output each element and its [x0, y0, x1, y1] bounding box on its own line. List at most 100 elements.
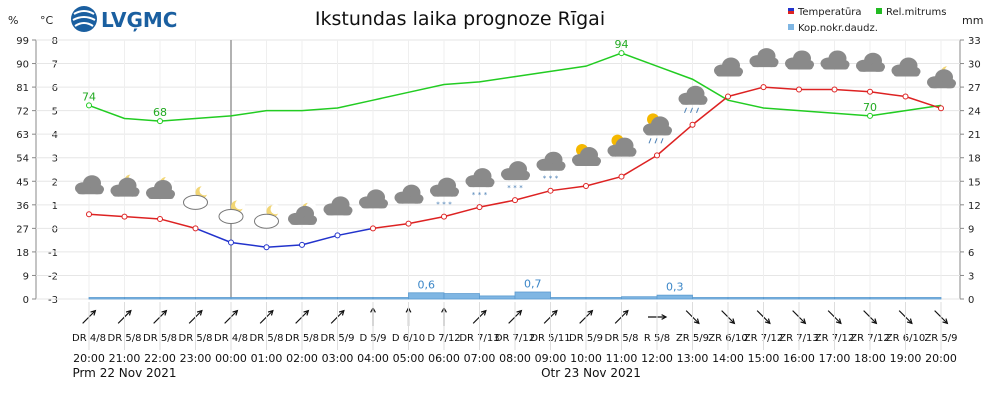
- pct-tick-label: 0: [23, 295, 29, 306]
- time-label: 21:00: [109, 352, 141, 365]
- arrow-head: [232, 309, 239, 316]
- temp-tick-label: -1: [48, 248, 58, 259]
- humidity-data-label: 70: [863, 101, 877, 114]
- temp-tick-label: 0: [52, 224, 58, 235]
- humidity-data-label: 94: [615, 38, 629, 51]
- snowflake: *: [513, 184, 517, 192]
- temp-tick-label: -3: [48, 295, 58, 306]
- temperature-point: [405, 220, 412, 227]
- humidity-data-label: 68: [153, 106, 167, 119]
- cloudy-icon: [820, 50, 850, 70]
- date-label: Otr 23 Nov 2021: [541, 366, 641, 380]
- arrow-head: [551, 309, 558, 316]
- pct-tick-label: 54: [16, 154, 29, 165]
- precip-bar: [159, 297, 196, 300]
- arrow-head: [661, 314, 668, 320]
- pct-tick-label: 18: [16, 248, 29, 259]
- time-label: 13:00: [677, 352, 709, 365]
- precip-data-label: 0,3: [666, 281, 684, 294]
- cloud-part: [680, 98, 707, 105]
- time-label: 19:00: [890, 352, 922, 365]
- cloud-part: [148, 192, 174, 199]
- temperature-point: [902, 93, 909, 100]
- temperature-point: [867, 88, 873, 95]
- pct-tick-label: 63: [16, 130, 29, 141]
- precip-bar: [88, 297, 125, 300]
- cloud-part: [751, 61, 778, 68]
- snowflake: *: [478, 191, 482, 199]
- temperature-segment: [834, 88, 871, 93]
- snow-icon: * * *: [501, 161, 530, 192]
- cloud-part: [325, 209, 352, 216]
- cloudy-icon: [891, 57, 921, 77]
- arrow-head: [622, 309, 629, 316]
- arrow-head: [480, 309, 487, 316]
- arrow-head: [161, 309, 168, 316]
- snow-icon: * * *: [536, 151, 566, 183]
- legend-label-precipitation: Kop.nokr.daudz.: [798, 23, 878, 34]
- pct-tick-label: 45: [16, 177, 29, 188]
- time-label: 14:00: [712, 352, 744, 365]
- time-label: 04:00: [357, 352, 389, 365]
- sun-cloud-icon: [607, 134, 637, 157]
- series-lines: 74 68 94 70: [82, 38, 944, 251]
- cloud-part: [503, 174, 529, 181]
- time-axis: DR 4/8 DR 5/8 DR 5/8 DR 5/8 DR 4/8 DR 5/8 DR 5…: [72, 302, 958, 380]
- time-label: 03:00: [322, 352, 354, 365]
- cloud-part: [609, 150, 636, 157]
- axis-unit-temp: °C: [40, 14, 54, 27]
- temperature-point: [157, 215, 163, 222]
- arrow-head: [303, 309, 310, 316]
- cloud-part: [396, 197, 423, 204]
- mm-tick-label: 6: [968, 248, 974, 259]
- arrow-head: [764, 318, 771, 325]
- raindrop: [648, 138, 652, 144]
- mm-tick-label: 12: [968, 201, 981, 212]
- precip-bar: [124, 297, 161, 300]
- cloud-moon-icon: [183, 185, 210, 210]
- raindrop: [660, 138, 664, 144]
- humidity-data-label: 74: [82, 90, 96, 103]
- cloud-part: [787, 63, 813, 70]
- chart-title: Ikstundas laika prognoze Rīgai: [315, 8, 605, 30]
- cloud-part: [858, 65, 884, 72]
- rain-icon: [678, 85, 708, 113]
- mm-tick-label: 33: [968, 36, 981, 47]
- legend-label-temperature: Temperatūra: [797, 7, 862, 18]
- snowflake: *: [484, 191, 488, 199]
- snow-icon: * * *: [430, 177, 459, 209]
- temperature-segment: [230, 241, 267, 248]
- precip-bar: [763, 297, 800, 300]
- snowflake: *: [442, 201, 446, 209]
- precip-bar: [798, 297, 835, 300]
- cloudy-icon: [714, 57, 743, 77]
- snowflake: *: [543, 175, 547, 183]
- temperature-point: [441, 213, 447, 220]
- arrow-head: [693, 318, 700, 325]
- time-label: 06:00: [428, 352, 460, 365]
- time-label: 20:00: [73, 352, 105, 365]
- temperature-segment: [905, 95, 942, 109]
- time-label: 05:00: [393, 352, 425, 365]
- cloudy-icon: [749, 48, 779, 68]
- precip-bar: [514, 291, 551, 300]
- mm-tick-label: 15: [968, 177, 981, 188]
- cloud-part: [290, 218, 316, 225]
- cloudy-moon-icon: [110, 173, 140, 197]
- cloud-moon-icon: [218, 199, 245, 224]
- cloudy-moon-icon: [927, 65, 956, 89]
- temperature-point: [228, 239, 234, 246]
- cloud-part: [716, 70, 742, 77]
- time-label: 17:00: [819, 352, 851, 365]
- snowflake: *: [519, 184, 523, 192]
- humidity-line: [88, 52, 942, 122]
- legend-swatch-precipitation: [788, 24, 794, 30]
- temperature-point: [370, 225, 376, 232]
- humidity-point: [867, 112, 873, 119]
- temperature-point: [831, 86, 838, 93]
- temperature-segment: [124, 215, 161, 220]
- temperature-segment: [301, 234, 338, 246]
- cloud-moon-icon: [254, 204, 281, 229]
- time-label: 22:00: [144, 352, 176, 365]
- cloud-part: [893, 70, 920, 77]
